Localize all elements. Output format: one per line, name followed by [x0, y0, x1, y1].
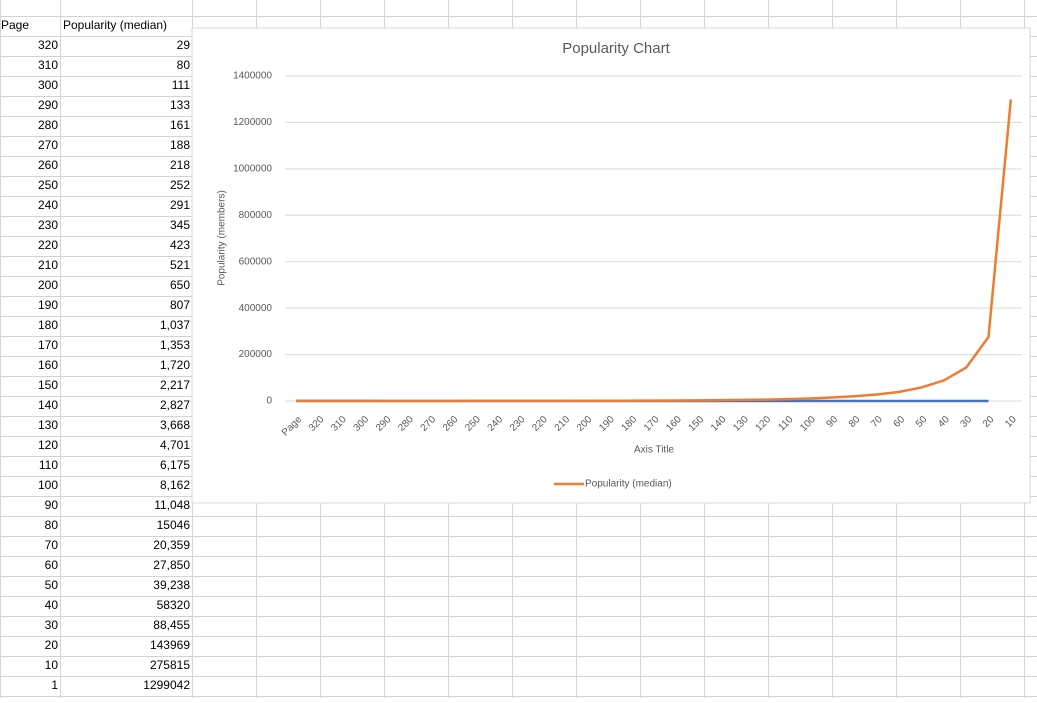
y-tick-label: 400000	[239, 303, 273, 314]
cell: 30	[45, 618, 59, 632]
y-tick-label: 0	[266, 396, 272, 407]
cell: 345	[170, 218, 190, 232]
cell: 143969	[150, 638, 190, 652]
cell: 140	[38, 398, 58, 412]
y-tick-label: 1400000	[233, 71, 272, 82]
cell: 29	[177, 38, 191, 52]
cell: 270	[38, 138, 58, 152]
cell: 8,162	[160, 478, 190, 492]
cell: 291	[170, 198, 190, 212]
cell: 1299042	[143, 678, 190, 692]
header-cell: Popularity (median)	[63, 18, 167, 32]
cell: 40	[45, 598, 59, 612]
cell: 58320	[157, 598, 191, 612]
cell: 130	[38, 418, 58, 432]
cell: 310	[38, 58, 58, 72]
cell: 90	[45, 498, 59, 512]
chart-title: Popularity Chart	[562, 40, 670, 57]
cell: 160	[38, 358, 58, 372]
cell: 20	[45, 638, 59, 652]
cell: 200	[38, 278, 58, 292]
cell: 133	[170, 98, 190, 112]
y-tick-label: 1000000	[233, 163, 272, 174]
cell: 188	[170, 138, 190, 152]
cell: 20,359	[153, 538, 190, 552]
cell: 250	[38, 178, 58, 192]
cell: 1,720	[160, 358, 190, 372]
y-tick-label: 800000	[239, 210, 273, 221]
cell: 50	[45, 578, 59, 592]
header-cell: Page	[1, 18, 29, 32]
cell: 110	[39, 458, 58, 472]
cell: 260	[38, 158, 58, 172]
cell: 150	[38, 378, 58, 392]
cell: 218	[170, 158, 190, 172]
cells: Page Popularity (median) 320 29 310 80 300 111 2…	[1, 18, 190, 692]
cell: 423	[170, 238, 190, 252]
cell: 1,353	[160, 338, 190, 352]
cell: 210	[38, 258, 58, 272]
y-tick-label: 1200000	[233, 117, 272, 128]
y-tick-label: 200000	[239, 349, 273, 360]
cell: 70	[45, 538, 59, 552]
cell: 1,037	[160, 318, 190, 332]
cell: 10	[45, 658, 59, 672]
cell: 280	[38, 118, 58, 132]
cell: 170	[38, 338, 58, 352]
cell: 521	[170, 258, 190, 272]
cell: 220	[38, 238, 58, 252]
cell: 320	[38, 38, 58, 52]
cell: 3,668	[160, 418, 190, 432]
cell: 2,827	[160, 398, 190, 412]
cell: 300	[38, 78, 58, 92]
cell: 1	[51, 678, 58, 692]
cell: 100	[38, 478, 58, 492]
y-tick-label: 600000	[239, 256, 273, 267]
cell: 275815	[150, 658, 190, 672]
chart-area[interactable]	[192, 28, 1030, 503]
cell: 2,217	[160, 378, 190, 392]
cell: 240	[38, 198, 58, 212]
cell: 290	[38, 98, 58, 112]
legend-label: Popularity (median)	[585, 479, 672, 490]
cell: 4,701	[160, 438, 190, 452]
cell: 11,048	[154, 498, 190, 512]
cell: 807	[170, 298, 190, 312]
cell: 650	[170, 278, 190, 292]
cell: 80	[45, 518, 59, 532]
cell: 80	[177, 58, 191, 72]
cell: 88,455	[153, 618, 190, 632]
cell: 6,175	[160, 458, 190, 472]
cell: 111	[172, 78, 191, 92]
cell: 27,850	[153, 558, 190, 572]
x-axis-title: Axis Title	[634, 445, 674, 456]
cell: 120	[38, 438, 58, 452]
cell: 161	[170, 118, 190, 132]
cell: 190	[38, 298, 58, 312]
cell: 15046	[157, 518, 191, 532]
cell: 60	[45, 558, 59, 572]
y-axis-title: Popularity (members)	[217, 190, 228, 286]
cell: 180	[38, 318, 58, 332]
cell: 252	[170, 178, 190, 192]
cell: 230	[38, 218, 58, 232]
cell: 39,238	[153, 578, 190, 592]
